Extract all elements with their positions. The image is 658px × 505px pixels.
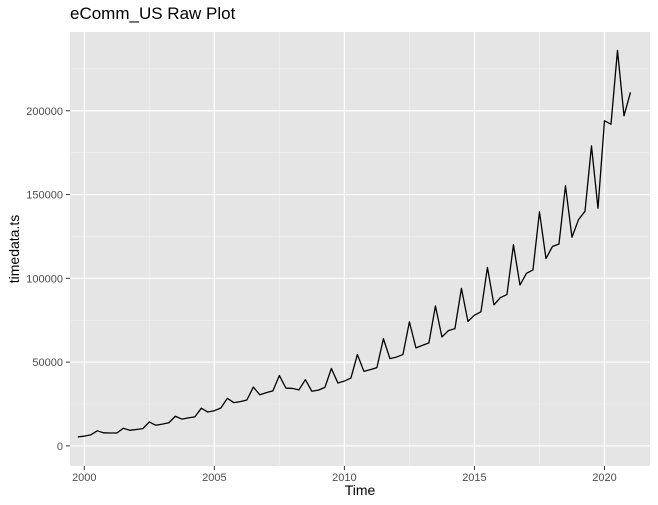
tick-labels: 2000 2005 2010 2015 2020 0 50000 100000 150000 20… — [26, 106, 616, 484]
y-tick-label: 50000 — [32, 357, 63, 369]
chart-title: eComm_US Raw Plot — [70, 4, 236, 23]
series-layer — [77, 49, 632, 438]
x-tick-label: 2005 — [202, 472, 226, 484]
x-axis-title: Time — [345, 482, 376, 498]
y-tick-label: 100000 — [26, 273, 63, 285]
plot-panel — [70, 32, 650, 466]
y-tick-label: 200000 — [26, 106, 63, 118]
y-tick-label: 0 — [57, 441, 63, 453]
y-axis-title: timedata.ts — [6, 215, 22, 283]
x-tick-label: 2020 — [592, 472, 616, 484]
x-tick-label: 2000 — [72, 472, 96, 484]
minor-gridlines — [70, 32, 650, 466]
axis-ticks — [66, 110, 605, 470]
y-tick-label: 150000 — [26, 190, 63, 202]
series-line — [77, 49, 632, 438]
x-tick-label: 2010 — [332, 472, 356, 484]
x-tick-label: 2015 — [462, 472, 486, 484]
major-gridlines — [70, 32, 650, 466]
